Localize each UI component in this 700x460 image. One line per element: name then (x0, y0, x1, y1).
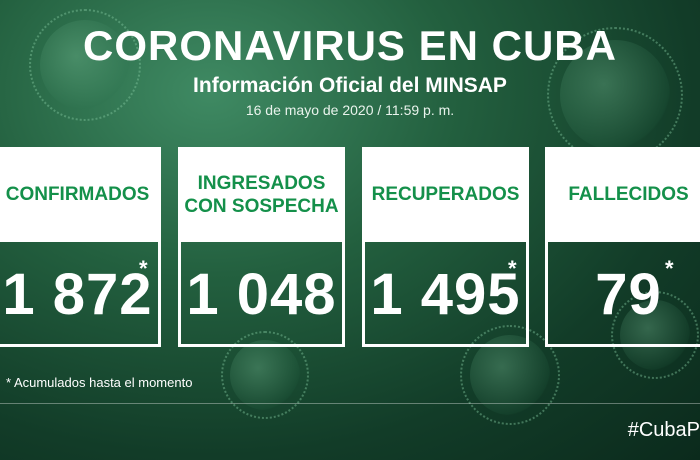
virus-decoration-3 (230, 340, 300, 410)
card-header: INGRESADOS CON SOSPECHA (178, 147, 345, 242)
card-header: RECUPERADOS (362, 147, 529, 242)
divider (0, 403, 700, 404)
card-value: 79 (595, 262, 662, 327)
card-body: 1 048 (178, 242, 345, 347)
card-label: CONFIRMADOS (5, 184, 150, 205)
report-date: 16 de mayo de 2020 / 11:59 p. m. (245, 102, 455, 118)
card-ingresados: INGRESADOS CON SOSPECHA 1 048 (178, 147, 345, 347)
card-confirmados: CONFIRMADOS 1 872 * (0, 147, 161, 347)
asterisk-mark: * (665, 256, 674, 281)
asterisk-mark: * (139, 256, 148, 281)
card-fallecidos: FALLECIDOS 79 * (545, 147, 700, 347)
card-body: 1 872 * (0, 242, 161, 347)
card-recuperados: RECUPERADOS 1 495 * (362, 147, 529, 347)
virus-decoration-4 (470, 335, 550, 415)
card-body: 1 495 * (362, 242, 529, 347)
hashtag: #CubaP (627, 419, 700, 441)
page-subtitle: Información Oficial del MINSAP (193, 74, 507, 97)
card-value: 1 495 (370, 262, 521, 327)
footnote: * Acumulados hasta el momento (6, 375, 193, 390)
card-value: 1 872 (2, 262, 153, 327)
card-value: 1 048 (186, 262, 337, 327)
card-header: CONFIRMADOS (0, 147, 161, 242)
card-label: INGRESADOS CON SOSPECHA (184, 172, 339, 217)
virus-decoration-2 (560, 40, 670, 150)
card-label: FALLECIDOS (568, 184, 689, 205)
card-label: RECUPERADOS (371, 184, 520, 205)
virus-decoration-5 (620, 300, 690, 370)
card-body: 79 * (545, 242, 700, 347)
card-header: FALLECIDOS (545, 147, 700, 242)
page-title: CORONAVIRUS EN CUBA (83, 22, 617, 69)
virus-decoration-1 (40, 20, 130, 110)
asterisk-mark: * (508, 256, 517, 281)
